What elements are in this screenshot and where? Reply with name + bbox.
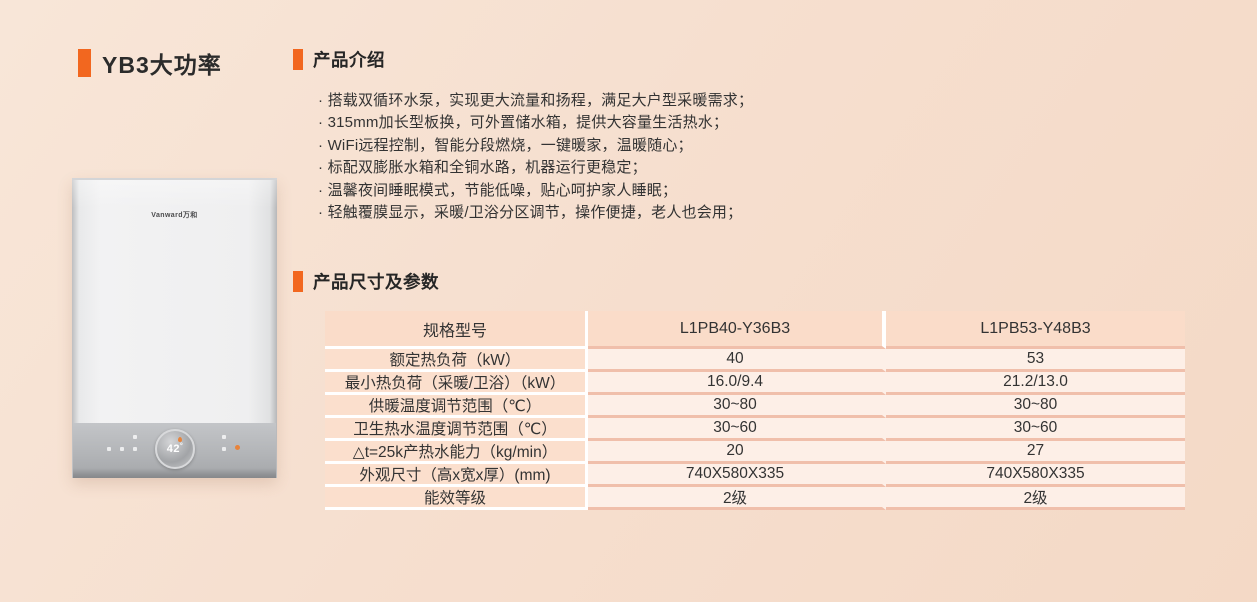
specs-section-heading: 产品尺寸及参数 xyxy=(293,269,439,294)
table-row: 额定热负荷（kW） 40 53 xyxy=(325,349,1185,372)
row-value: 30~80 xyxy=(588,395,886,418)
intro-bullet-list: · 搭载双循环水泵，实现更大流量和扬程，满足大户型采暖需求； · 315mm加长… xyxy=(318,90,753,224)
row-label: 外观尺寸（高x宽x厚）(mm) xyxy=(325,464,588,487)
header-cell-model-1: L1PB40-Y36B3 xyxy=(588,311,886,349)
row-label: △t=25k产热水能力（kg/min） xyxy=(325,441,588,464)
row-label: 最小热负荷（采暖/卫浴）（kW） xyxy=(325,372,588,395)
touch-control-icon xyxy=(133,435,137,439)
intro-heading: 产品介绍 xyxy=(313,50,385,70)
header-cell-model-2: L1PB53-Y48B3 xyxy=(886,311,1185,349)
intro-bullet: · WiFi远程控制，智能分段燃烧，一键暖家，温暖随心； xyxy=(318,136,693,154)
table-row: △t=25k产热水能力（kg/min） 20 27 xyxy=(325,441,1185,464)
accent-bar-icon xyxy=(293,49,303,70)
row-value: 16.0/9.4 xyxy=(588,372,886,395)
intro-bullet: · 轻触覆膜显示，采暖/卫浴分区调节，操作便捷，老人也会用； xyxy=(318,204,743,222)
row-value: 53 xyxy=(886,349,1185,372)
table-row: 能效等级 2级 2级 xyxy=(325,487,1185,510)
row-value: 21.2/13.0 xyxy=(886,372,1185,395)
flame-icon xyxy=(178,437,182,442)
row-value: 30~60 xyxy=(886,418,1185,441)
table-row: 卫生热水温度调节范围（℃） 30~60 30~60 xyxy=(325,418,1185,441)
touch-control-icon xyxy=(133,447,137,451)
row-label: 卫生热水温度调节范围（℃） xyxy=(325,418,588,441)
row-value: 30~60 xyxy=(588,418,886,441)
control-panel: 42° xyxy=(73,423,276,478)
row-value: 27 xyxy=(886,441,1185,464)
product-image: Vanward万和 42° xyxy=(72,178,277,478)
row-label: 额定热负荷（kW） xyxy=(325,349,588,372)
table-row: 最小热负荷（采暖/卫浴）（kW） 16.0/9.4 21.2/13.0 xyxy=(325,372,1185,395)
row-value: 40 xyxy=(588,349,886,372)
touch-control-icon xyxy=(222,435,226,439)
table-row: 外观尺寸（高x宽x厚）(mm) 740X580X335 740X580X335 xyxy=(325,464,1185,487)
spec-table: 规格型号 L1PB40-Y36B3 L1PB53-Y48B3 额定热负荷（kW）… xyxy=(325,311,1185,510)
table-header-row: 规格型号 L1PB40-Y36B3 L1PB53-Y48B3 xyxy=(325,311,1185,349)
row-value: 30~80 xyxy=(886,395,1185,418)
temperature-value: 42° xyxy=(166,443,184,455)
boiler-top-edge xyxy=(72,178,277,180)
row-label: 供暖温度调节范围（℃） xyxy=(325,395,588,418)
specs-heading: 产品尺寸及参数 xyxy=(313,272,439,292)
row-label: 能效等级 xyxy=(325,487,588,510)
intro-bullet: · 温馨夜间睡眠模式，节能低噪，贴心呵护家人睡眠； xyxy=(318,181,678,199)
row-value: 740X580X335 xyxy=(588,464,886,487)
brand-logo: Vanward万和 xyxy=(151,212,198,219)
header-cell-model: 规格型号 xyxy=(325,311,588,349)
touch-control-icon xyxy=(107,447,111,451)
accent-bar-icon xyxy=(78,49,91,77)
intro-bullet: · 标配双膨胀水箱和全铜水路，机器运行更稳定； xyxy=(318,159,647,177)
row-value: 740X580X335 xyxy=(886,464,1185,487)
row-value: 2级 xyxy=(588,487,886,510)
accent-bar-icon xyxy=(293,271,303,292)
row-value: 20 xyxy=(588,441,886,464)
temperature-dial: 42° xyxy=(155,429,195,469)
table-row: 供暖温度调节范围（℃） 30~80 30~80 xyxy=(325,395,1185,418)
intro-bullet: · 315mm加长型板换，可外置储水箱，提供大容量生活热水； xyxy=(318,114,729,132)
touch-control-icon xyxy=(222,447,226,451)
touch-control-icon xyxy=(120,447,124,451)
page-title-row: YB3大功率 xyxy=(78,46,222,80)
page-title: YB3大功率 xyxy=(102,52,222,78)
intro-section-heading: 产品介绍 xyxy=(293,47,385,72)
intro-bullet: · 搭载双循环水泵，实现更大流量和扬程，满足大户型采暖需求； xyxy=(318,92,754,109)
row-value: 2级 xyxy=(886,487,1185,510)
power-indicator-icon xyxy=(235,445,240,450)
